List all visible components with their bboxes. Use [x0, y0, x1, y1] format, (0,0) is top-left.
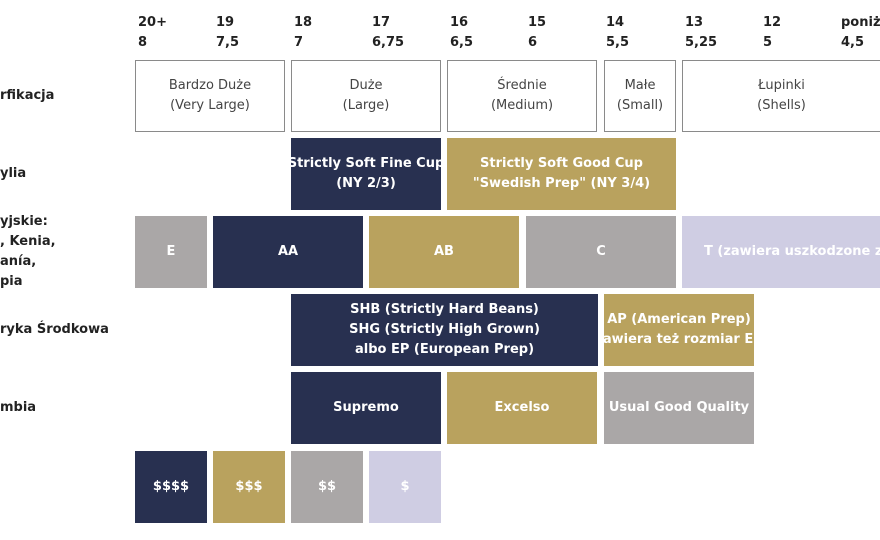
cell-text: $$ [317, 479, 337, 494]
price-3: $$$ [213, 451, 285, 523]
cell-line: albo EP (European Prep) [354, 342, 535, 357]
screen-size-1: 19 [216, 15, 235, 30]
screen-size-2: 18 [294, 15, 313, 30]
central-america-ap: AP (American Prep) zawiera też rozmiar E… [604, 294, 754, 366]
africa-grade-c: C [526, 216, 676, 288]
cell-line: (Small) [616, 98, 664, 113]
row-label-line: , Kenia, [0, 234, 56, 249]
cell-text: C [596, 244, 606, 259]
mm-size-8: 5 [763, 35, 773, 50]
mm-size-4: 6,5 [450, 35, 474, 50]
row-label-brazylia: ylia [0, 138, 130, 210]
colombia-excelso: Excelso [447, 372, 597, 444]
class-cell-medium: Średnie (Medium) [447, 60, 597, 132]
row-label-text: mbia [0, 400, 37, 415]
africa-grade-t: T (zawiera uszkodzone ziarna) [682, 216, 880, 288]
cell-text: $$$$ [152, 479, 190, 494]
class-cell-small: Małe (Small) [604, 60, 676, 132]
class-cell-very-large: Bardzo Duże (Very Large) [135, 60, 285, 132]
cell-line: "Swedish Prep" (NY 3/4) [472, 176, 651, 191]
cell-line: Bardzo Duże [168, 78, 252, 93]
class-cell-shells: Łupinki (Shells) [682, 60, 880, 132]
africa-grade-aa: AA [213, 216, 363, 288]
central-america-shb: SHB (Strictly Hard Beans) SHG (Strictly … [291, 294, 598, 366]
cell-line: Strictly Soft Fine Cup [291, 156, 441, 171]
cell-line: Małe [624, 78, 656, 93]
row-label-line: yjskie: [0, 214, 48, 229]
cell-line: SHG (Strictly High Grown) [349, 322, 540, 337]
cell-text: $$$ [235, 479, 263, 494]
row-label-text: rfikacja [0, 88, 55, 103]
price-2: $$ [291, 451, 363, 523]
screen-size-8: 12 [763, 15, 782, 30]
row-label-line: pia [0, 274, 23, 289]
mm-size-6: 5,5 [606, 35, 630, 50]
mm-size-0: 8 [138, 35, 148, 50]
cell-text: Supremo [333, 400, 399, 415]
africa-grade-e: E [135, 216, 207, 288]
cell-line: (NY 2/3) [336, 176, 396, 191]
row-label-text: ryka Środkowa [0, 322, 109, 337]
cell-line: Strictly Soft Good Cup [480, 156, 643, 171]
brazil-fine-cup: Strictly Soft Fine Cup (NY 2/3) [291, 138, 441, 210]
mm-size-1: 7,5 [216, 35, 240, 50]
screen-size-6: 14 [606, 15, 625, 30]
row-label-afrykanskie: yjskie: , Kenia, anía, pia [0, 212, 130, 292]
row-label-text: ylia [0, 166, 27, 181]
cell-text: E [166, 244, 176, 259]
cell-line: (Shells) [757, 98, 806, 113]
africa-grade-ab: AB [369, 216, 519, 288]
mm-size-3: 6,75 [372, 35, 405, 50]
row-label-line: anía, [0, 254, 37, 269]
cell-text: Excelso [494, 400, 550, 415]
cell-line: Średnie [497, 78, 547, 93]
cell-text: Usual Good Quality [608, 400, 750, 415]
screen-size-4: 16 [450, 15, 469, 30]
screen-size-5: 15 [528, 15, 547, 30]
brazil-good-cup: Strictly Soft Good Cup "Swedish Prep" (N… [447, 138, 676, 210]
cell-text: $ [400, 479, 410, 494]
cell-text: T (zawiera uszkodzone ziarna) [704, 244, 880, 259]
row-label-kolumbia: mbia [0, 372, 130, 444]
mm-size-5: 6 [528, 35, 538, 50]
mm-size-7: 5,25 [685, 35, 718, 50]
cell-line: (Large) [342, 98, 390, 113]
row-label-ameryka-srodkowa: ryka Środkowa [0, 294, 130, 366]
cell-line: (Medium) [490, 98, 554, 113]
cell-text: AB [434, 244, 454, 259]
screen-size-3: 17 [372, 15, 391, 30]
cell-line: Duże [349, 78, 383, 93]
price-4: $$$$ [135, 451, 207, 523]
colombia-supremo: Supremo [291, 372, 441, 444]
cell-line: SHB (Strictly Hard Beans) [350, 302, 539, 317]
cell-line: AP (American Prep) [607, 312, 751, 327]
mm-size-2: 7 [294, 35, 304, 50]
cell-line: zawiera też rozmiar EP [604, 332, 754, 347]
screen-size-0: 20+ [138, 15, 167, 30]
price-1: $ [369, 451, 441, 523]
screen-size-9: poniżej [841, 15, 880, 30]
row-label-klasyfikacja: rfikacja [0, 60, 130, 132]
colombia-ugq: Usual Good Quality [604, 372, 754, 444]
screen-size-7: 13 [685, 15, 704, 30]
cell-text: AA [277, 244, 299, 259]
mm-size-9: 4,5 [841, 35, 865, 50]
cell-line: Łupinki [758, 78, 805, 93]
class-cell-large: Duże (Large) [291, 60, 441, 132]
cell-line: (Very Large) [170, 98, 250, 113]
